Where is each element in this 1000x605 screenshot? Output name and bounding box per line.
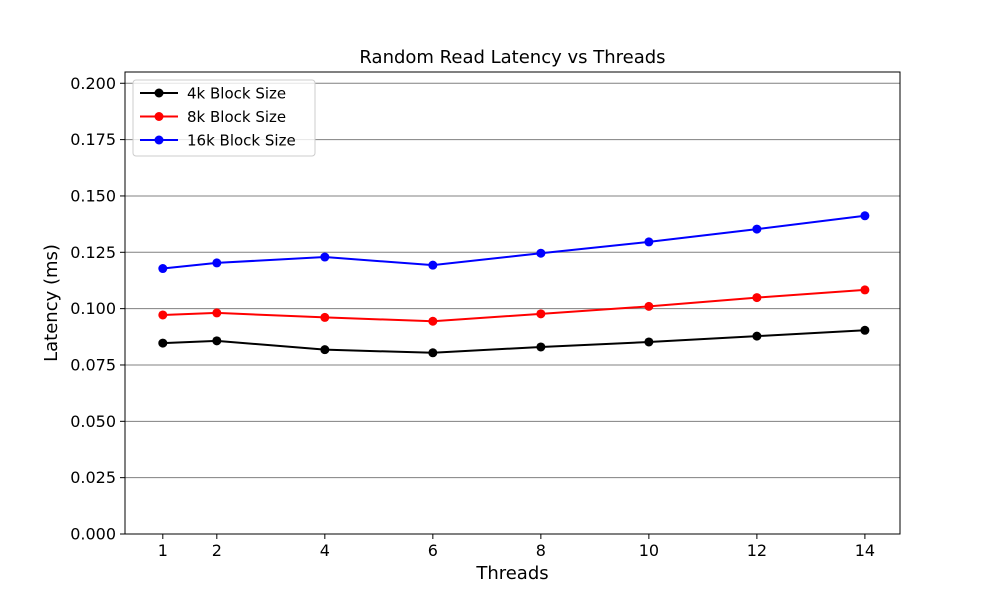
series-1 — [158, 285, 870, 326]
legend: 4k Block Size 8k Block Size 16k Block Size — [132, 79, 316, 157]
data-point — [212, 258, 222, 268]
y-tick-label: 0.125 — [70, 243, 116, 262]
x-tick-label: 14 — [855, 541, 875, 560]
y-tick-label: 0.025 — [70, 468, 116, 487]
legend-marker — [154, 112, 164, 121]
data-point — [536, 248, 546, 258]
x-axis-label: Threads — [475, 563, 548, 584]
y-tick-label: 0.100 — [70, 299, 116, 318]
legend-item: 4k Block Size — [140, 85, 286, 103]
data-point — [320, 345, 330, 355]
x-tick-label: 2 — [212, 541, 222, 560]
data-point — [320, 312, 330, 322]
data-point — [752, 293, 762, 303]
y-axis-label: Latency (ms) — [41, 244, 62, 362]
y-tick-label: 0.150 — [70, 186, 116, 205]
y-tick-label: 0.000 — [70, 525, 116, 544]
legend-label: 4k Block Size — [187, 85, 286, 103]
data-point — [644, 237, 654, 247]
legend-item: 8k Block Size — [140, 108, 286, 126]
x-tick-label: 1 — [158, 541, 168, 560]
x-tick-label: 8 — [536, 541, 546, 560]
legend-label: 16k Block Size — [187, 132, 296, 150]
data-point — [536, 342, 546, 352]
data-point — [644, 337, 654, 347]
x-tick-label: 10 — [639, 541, 659, 560]
data-point — [752, 331, 762, 341]
series-2 — [158, 211, 870, 274]
x-tick-label: 6 — [428, 541, 438, 560]
data-point — [860, 285, 870, 295]
y-tick-label: 0.175 — [70, 130, 116, 149]
data-point — [212, 336, 222, 346]
series-line — [162, 214, 866, 270]
data-point — [644, 301, 654, 311]
legend-item: 16k Block Size — [140, 132, 296, 150]
data-point — [428, 348, 438, 358]
plot-frame — [124, 71, 901, 535]
legend-marker — [154, 135, 164, 145]
axis-ticks: 0.000 0.025 0.050 0.075 0.100 0.125 0.150 0.175… — [70, 74, 875, 560]
legend-marker — [154, 88, 164, 98]
series-line — [162, 329, 865, 354]
legend-box — [132, 79, 316, 157]
x-tick-label: 4 — [320, 541, 330, 560]
data-point — [428, 260, 438, 270]
data-series — [158, 211, 870, 358]
data-point — [158, 310, 168, 320]
y-tick-label: 0.075 — [70, 355, 116, 374]
x-tick-label: 12 — [747, 541, 767, 560]
data-point — [536, 309, 546, 319]
legend-label: 8k Block Size — [187, 108, 286, 126]
data-point — [428, 316, 438, 326]
series-line — [162, 288, 865, 323]
data-point — [212, 308, 222, 318]
data-point — [860, 325, 870, 335]
data-point — [752, 224, 762, 234]
data-point — [320, 252, 330, 262]
chart-title: Random Read Latency vs Threads — [359, 47, 665, 68]
y-tick-label: 0.050 — [70, 412, 116, 431]
data-point — [158, 338, 168, 348]
series-0 — [158, 325, 870, 358]
data-point — [158, 264, 168, 274]
data-point — [860, 211, 870, 221]
y-tick-label: 0.200 — [70, 74, 116, 93]
